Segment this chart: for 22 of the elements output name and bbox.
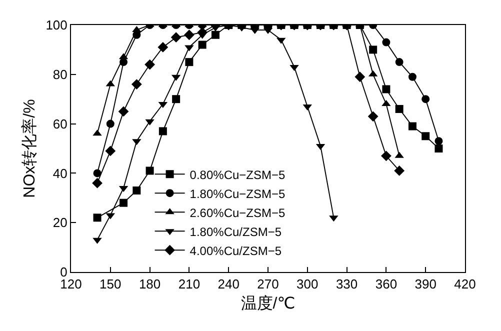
y-tick-label: 20 [52,215,68,230]
x-tick-label: 180 [138,276,161,292]
y-tick-label: 100 [46,18,68,33]
x-tick-label: 210 [178,276,200,292]
legend-label: 1.80%Cu/ZSM−5 [190,224,282,239]
y-tick-label: 80 [52,66,68,82]
x-tick-label: 300 [296,276,318,292]
y-tick-label: 40 [52,166,68,181]
x-tick-label: 420 [454,276,476,292]
x-tick-label: 330 [336,276,358,292]
x-tick-label: 360 [375,276,398,292]
x-axis-title: 温度/℃ [240,294,296,312]
x-tick-label: 150 [100,276,122,292]
y-axis-title: NOx转化率/% [20,99,39,198]
y-tick-label: 60 [52,116,68,132]
legend-label: 1.80%Cu−ZSM−5 [190,186,286,201]
x-tick-label: 390 [414,276,436,292]
legend-label: 0.80%Cu−ZSM−5 [190,168,286,182]
legend-label: 4.00%Cu/ZSM−5 [190,244,282,258]
legend-label: 2.60%Cu−ZSM−5 [190,206,286,220]
x-tick-label: 270 [257,276,279,292]
x-tick-label: 240 [218,276,240,292]
